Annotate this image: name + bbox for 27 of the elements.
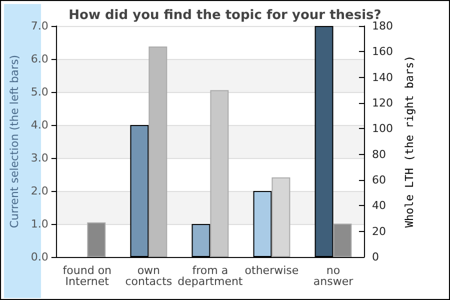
y-tick-label: 6.0 — [30, 52, 48, 66]
bar — [333, 224, 352, 257]
y-axis-title: Current selection (the left bars) — [8, 54, 21, 228]
y2-tick-label: 60 — [372, 174, 386, 186]
bar — [210, 90, 229, 257]
y-tick-label: 0.0 — [30, 250, 48, 264]
y2-tick-label: 160 — [372, 45, 393, 58]
bar — [87, 222, 106, 257]
y2-tick-label: 40 — [372, 199, 386, 212]
y2-tick-label: 20 — [372, 224, 386, 238]
x-tick-label: no answer — [313, 264, 354, 288]
y-tick-label: 7.0 — [30, 20, 48, 32]
x-tick-label: otherwise — [244, 264, 299, 277]
x-tick-label: from a department — [178, 264, 244, 288]
y-tick-label: 5.0 — [30, 86, 48, 98]
y2-tick-label: 100 — [372, 122, 393, 136]
y-tick-label: 4.0 — [30, 118, 48, 132]
y2-tick-label: 140 — [372, 70, 393, 84]
x-tick-label: found on Internet — [62, 264, 112, 288]
y-tick-label: 3.0 — [30, 152, 48, 164]
y-tick-label: 1.0 — [30, 218, 48, 230]
y2-tick-label: 0 — [372, 250, 379, 264]
y2-axis-title: Whole LTH (the right bars) — [403, 55, 416, 228]
y2-tick-label: 80 — [372, 148, 386, 161]
y-tick-label: 2.0 — [30, 184, 48, 198]
y2-tick-label: 120 — [372, 96, 393, 110]
x-tick-label: own contacts — [125, 264, 172, 288]
